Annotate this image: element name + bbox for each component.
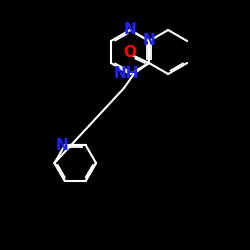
Text: N: N xyxy=(56,138,69,152)
Text: N: N xyxy=(143,34,156,48)
Text: N: N xyxy=(124,22,136,38)
Text: NH: NH xyxy=(114,66,140,81)
Text: O: O xyxy=(124,46,137,60)
